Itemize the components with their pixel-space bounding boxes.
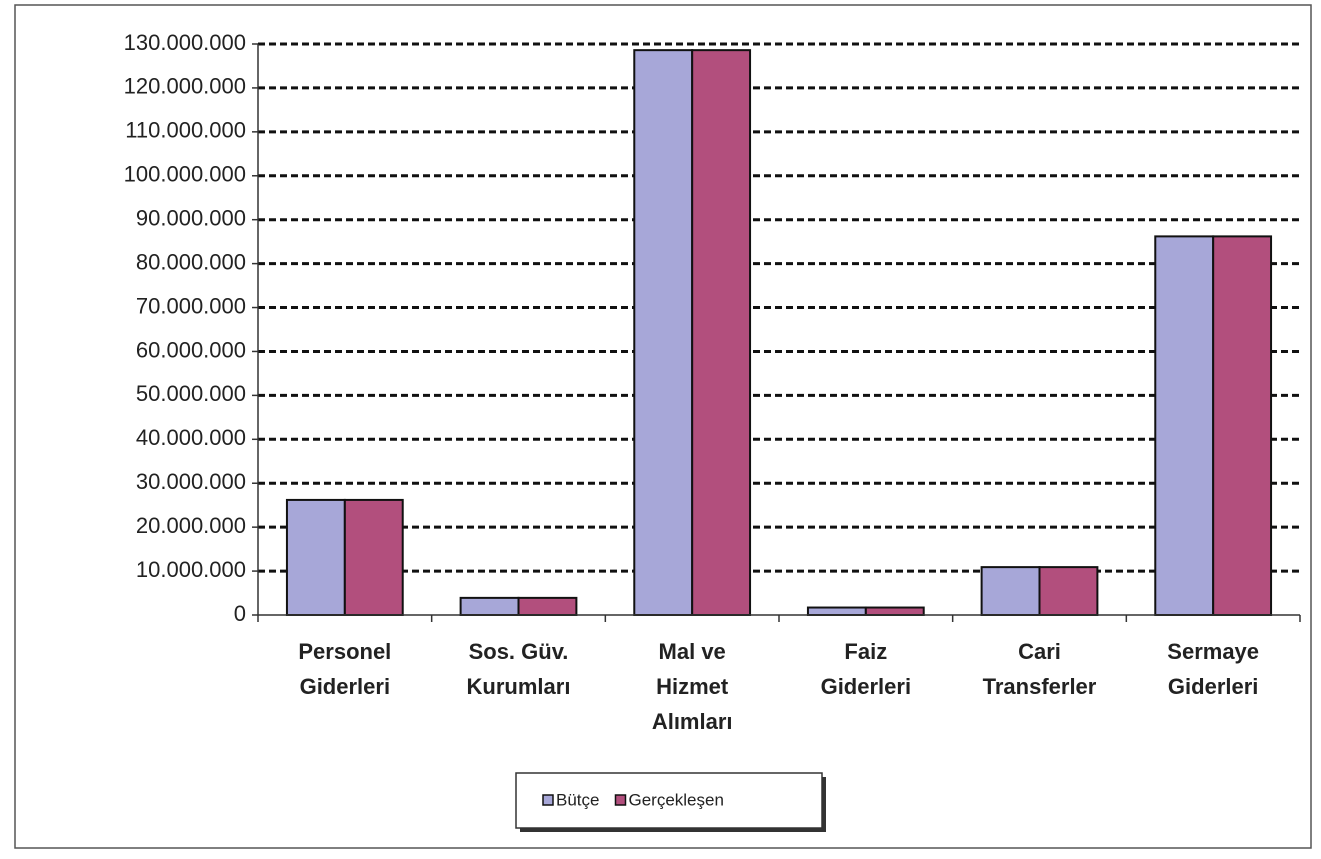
y-tick-label: 130.000.000	[124, 30, 246, 55]
legend-swatch	[614, 794, 627, 806]
legend-swatch	[542, 794, 554, 806]
bar	[633, 49, 694, 616]
x-tick-label: Giderleri	[1168, 674, 1258, 699]
y-tick-label: 60.000.000	[136, 337, 246, 362]
x-tick-label: Transferler	[983, 674, 1097, 699]
legend	[515, 772, 823, 829]
bar	[806, 606, 867, 617]
y-tick-label: 100.000.000	[124, 162, 246, 187]
legend-label: Gerçekleşen	[628, 790, 723, 809]
x-tick-label: Alımları	[652, 709, 733, 734]
x-tick-label: Kurumları	[467, 674, 571, 699]
y-tick-label: 90.000.000	[136, 206, 246, 231]
bar	[1038, 566, 1099, 616]
y-tick-label: 50.000.000	[136, 381, 246, 406]
y-tick-label: 70.000.000	[136, 293, 246, 318]
y-tick-label: 40.000.000	[136, 425, 246, 450]
x-tick-label: Sos. Güv.	[469, 639, 569, 664]
x-tick-label: Personel	[298, 639, 391, 664]
bar	[691, 49, 752, 616]
bar	[459, 596, 520, 616]
bar	[864, 606, 925, 617]
x-tick-label: Giderleri	[821, 674, 911, 699]
y-tick-label: 30.000.000	[136, 469, 246, 494]
y-tick-label: 20.000.000	[136, 513, 246, 538]
x-tick-label: Giderleri	[300, 674, 390, 699]
x-tick-label: Faiz	[844, 639, 887, 664]
y-tick-label: 80.000.000	[136, 249, 246, 274]
x-tick-label: Cari	[1018, 639, 1061, 664]
x-tick-label: Sermaye	[1167, 639, 1259, 664]
bar	[1212, 235, 1273, 616]
bar	[343, 498, 404, 616]
y-tick-label: 10.000.000	[136, 557, 246, 582]
y-tick-label: 0	[234, 601, 246, 626]
bar	[285, 498, 346, 616]
x-tick-label: Mal ve	[659, 639, 726, 664]
x-tick-label: Hizmet	[656, 674, 729, 699]
bar	[980, 566, 1041, 616]
legend-label: Bütçe	[556, 790, 599, 809]
bar	[1154, 235, 1215, 616]
bar	[517, 596, 578, 616]
y-tick-label: 110.000.000	[125, 118, 246, 143]
y-tick-label: 120.000.000	[124, 74, 246, 99]
